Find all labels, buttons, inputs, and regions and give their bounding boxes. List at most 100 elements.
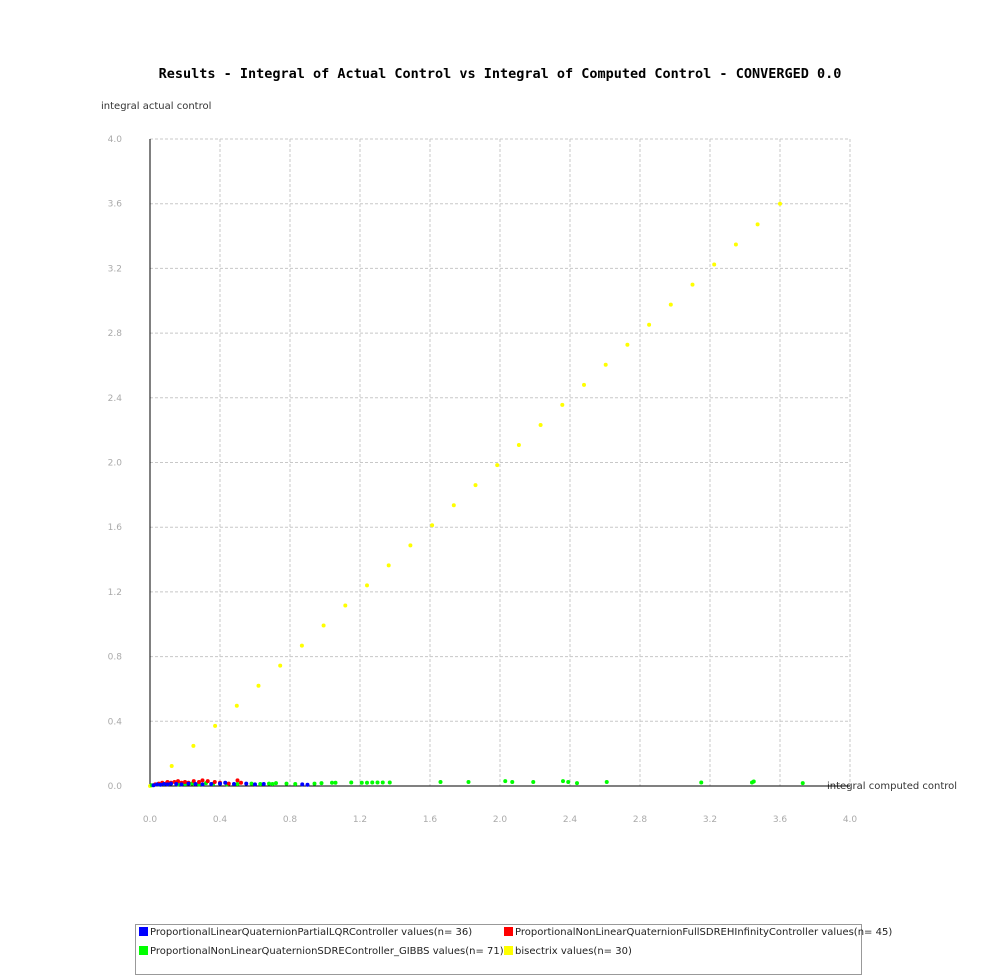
y-tick-label: 3.6 (108, 200, 123, 210)
x-tick-label: 2.8 (633, 815, 648, 825)
chart-title: Results - Integral of Actual Control vs … (158, 66, 842, 82)
data-point-series-4 (430, 523, 435, 528)
data-point-series-4 (408, 543, 413, 548)
data-point-series-4 (386, 563, 391, 568)
data-point-series-4 (321, 623, 326, 628)
data-point-series-4 (778, 201, 782, 206)
data-point-series-4 (451, 503, 456, 508)
y-tick-label: 1.6 (108, 523, 123, 533)
data-point-series-1 (162, 782, 166, 787)
data-point-series-4 (582, 382, 586, 387)
data-point-series-4 (495, 463, 500, 468)
legend-item-series-2: ProportionalNonLinearQuaternionFullSDREH… (504, 927, 892, 938)
legend-swatch-series-3 (139, 946, 148, 955)
data-point-series-4 (169, 763, 174, 768)
data-point-series-4 (299, 643, 304, 648)
data-point-series-1 (200, 782, 205, 787)
data-point-series-2 (176, 779, 180, 784)
legend: ProportionalLinearQuaternionPartialLQRCo… (135, 924, 892, 975)
data-point-series-3 (566, 779, 571, 784)
y-tick-label: 2.4 (108, 394, 123, 404)
legend-swatch-series-4 (504, 946, 513, 955)
data-point-series-1 (244, 781, 249, 786)
y-axis-label: integral actual control (101, 101, 212, 112)
data-point-series-2 (226, 781, 231, 786)
x-tick-label: 1.2 (353, 815, 367, 825)
data-point-series-1 (155, 782, 159, 787)
x-tick-label: 1.6 (423, 815, 438, 825)
data-point-series-4 (213, 723, 218, 728)
data-point-series-1 (300, 782, 305, 787)
data-point-series-3 (293, 782, 298, 787)
data-point-series-3 (503, 779, 508, 784)
data-point-series-2 (205, 779, 210, 784)
data-point-series-1 (169, 781, 173, 786)
x-tick-label: 3.6 (773, 815, 788, 825)
data-point-series-4 (690, 282, 695, 287)
data-point-series-4 (755, 222, 760, 227)
data-point-series-4 (647, 322, 652, 327)
x-axis-label: integral computed control (827, 781, 958, 792)
scatter-plot: 0.0 0.4 0.8 1.2 1.6 2.0 2.4 2.8 3.2 3.6 4.0 0.0 0.4 0… (108, 135, 858, 825)
data-point-series-3 (349, 780, 354, 785)
legend-label-series-2: ProportionalNonLinearQuaternionFullSDREH… (515, 927, 893, 938)
y-tick-label: 0.4 (108, 717, 123, 727)
data-point-series-3 (370, 780, 375, 785)
tick-labels: 0.0 0.4 0.8 1.2 1.6 2.0 2.4 2.8 3.2 3.6 4.0 0.0 0.4 0… (108, 135, 858, 825)
data-point-series-1 (158, 782, 163, 787)
data-point-series-2 (197, 779, 201, 784)
grid (150, 138, 851, 786)
data-point-series-1 (179, 782, 184, 787)
data-point-series-1 (223, 780, 228, 785)
data-point-series-3 (319, 781, 324, 786)
data-point-series-3 (604, 779, 609, 784)
data-point-series-4 (712, 262, 717, 267)
legend-label-series-4: bisectrix values(n= 30) (515, 946, 632, 957)
data-point-series-4 (256, 683, 261, 688)
y-tick-label: 1.2 (108, 588, 122, 598)
data-point-series-3 (561, 779, 565, 784)
data-point-series-1 (151, 783, 156, 788)
data-point-series-4 (278, 663, 283, 668)
data-point-series-1 (174, 782, 179, 787)
y-tick-label: 2.0 (108, 459, 123, 469)
y-tick-label: 3.2 (108, 264, 122, 274)
x-tick-label: 0.0 (143, 815, 158, 825)
data-point-series-2 (183, 779, 187, 784)
data-point-series-3 (270, 782, 275, 787)
x-tick-label: 4.0 (843, 815, 858, 825)
y-tick-label: 2.8 (108, 329, 123, 339)
legend-item-series-1: ProportionalLinearQuaternionPartialLQRCo… (139, 927, 472, 938)
data-point-series-3 (359, 780, 364, 785)
data-point-series-3 (699, 780, 704, 785)
x-tick-label: 0.4 (213, 815, 228, 825)
data-point-series-2 (235, 778, 240, 783)
data-point-series-4 (473, 483, 478, 488)
data-point-series-3 (235, 782, 240, 787)
legend-item-series-3: ProportionalNonLinearQuaternionSDREContr… (139, 946, 504, 957)
data-point-series-1 (209, 782, 214, 787)
data-point-series-1 (165, 782, 170, 787)
data-point-series-3 (365, 780, 369, 785)
data-point-series-3 (531, 779, 536, 784)
data-point-series-4 (603, 362, 608, 367)
data-point-series-3 (249, 781, 254, 786)
data-point-series-4 (668, 302, 673, 307)
data-point-series-3 (387, 780, 392, 785)
legend-swatch-series-2 (504, 927, 513, 936)
data-point-series-3 (751, 779, 756, 784)
data-point-series-3 (284, 781, 289, 786)
y-tick-label: 0.0 (108, 782, 123, 792)
data-point-series-3 (258, 782, 263, 787)
data-point-series-3 (380, 780, 385, 785)
data-point-series-4 (560, 402, 565, 407)
x-tick-label: 3.2 (703, 815, 717, 825)
data-point-series-4 (538, 422, 543, 427)
data-point-series-2 (200, 778, 205, 783)
y-tick-label: 0.8 (108, 653, 123, 663)
data-points (148, 201, 805, 788)
legend-label-series-1: ProportionalLinearQuaternionPartialLQRCo… (150, 927, 473, 938)
data-point-series-1 (193, 782, 198, 787)
data-point-series-4 (343, 603, 348, 608)
data-point-series-4 (516, 443, 521, 448)
